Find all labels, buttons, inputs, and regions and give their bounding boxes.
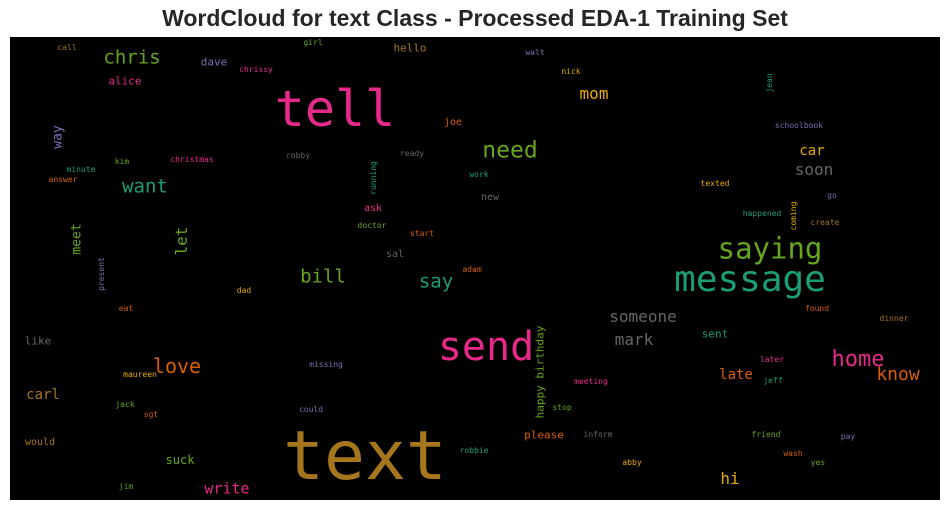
word-abby: abby bbox=[622, 458, 642, 467]
wordcloud-canvas: text tell send message saying need home love wan… bbox=[10, 37, 940, 500]
word-soon: soon bbox=[794, 160, 834, 179]
word-nick: nick bbox=[561, 67, 581, 76]
word-walt: walt bbox=[525, 48, 545, 57]
word-let: let bbox=[172, 226, 191, 256]
word-start: start bbox=[409, 229, 435, 238]
word-hello: hello bbox=[393, 41, 427, 55]
word-jean: jean bbox=[765, 73, 774, 93]
word-mark: mark bbox=[614, 330, 654, 349]
word-inform: inform bbox=[583, 430, 613, 439]
word-kim: kim bbox=[114, 157, 130, 166]
word-create: create bbox=[810, 218, 840, 227]
word-coming: coming bbox=[789, 201, 798, 231]
word-work: work bbox=[469, 170, 489, 179]
word-dad: dad bbox=[236, 286, 252, 295]
word-robbie: robbie bbox=[459, 446, 489, 455]
word-sal: sal bbox=[385, 249, 405, 260]
word-suck: suck bbox=[165, 453, 195, 467]
word-please: please bbox=[524, 428, 564, 442]
word-chrissy: chrissy bbox=[239, 65, 273, 74]
word-texted: texted bbox=[700, 179, 730, 188]
word-like: like bbox=[24, 334, 52, 348]
word-robby: robby bbox=[285, 151, 311, 160]
word-text: text bbox=[283, 417, 447, 496]
word-wash: wash bbox=[783, 449, 803, 458]
word-call: call bbox=[57, 43, 77, 52]
word-friend: friend bbox=[751, 430, 781, 439]
word-saying: saying bbox=[717, 231, 823, 266]
word-could: could bbox=[298, 405, 324, 414]
word-go: go bbox=[827, 191, 837, 200]
word-happened: happened bbox=[742, 209, 782, 218]
figure-title: WordCloud for text Class - Processed EDA… bbox=[162, 5, 788, 31]
word-tell: tell bbox=[274, 80, 396, 138]
word-later: later bbox=[759, 355, 785, 364]
word-christmas: christmas bbox=[170, 155, 214, 164]
word-missing: missing bbox=[309, 360, 343, 369]
word-schoolbook: schoolbook bbox=[774, 121, 824, 130]
word-mom: mom bbox=[579, 84, 609, 103]
word-jack: jack bbox=[115, 400, 135, 409]
word-answer: answer bbox=[48, 175, 78, 184]
word-dave: dave bbox=[200, 55, 228, 69]
word-found: found bbox=[804, 304, 830, 313]
word-sgt: sgt bbox=[143, 410, 159, 419]
word-hi: hi bbox=[720, 469, 740, 488]
word-jeff: jeff bbox=[763, 376, 783, 385]
word-someone: someone bbox=[609, 307, 677, 326]
word-write: write bbox=[204, 479, 250, 498]
word-maureen: maureen bbox=[123, 370, 157, 379]
word-girl: girl bbox=[303, 38, 323, 47]
word-joe: joe bbox=[443, 117, 463, 128]
word-meeting: meeting bbox=[574, 377, 608, 386]
word-want: want bbox=[122, 175, 168, 198]
word-bill: bill bbox=[300, 265, 346, 288]
word-doctor: doctor bbox=[357, 221, 387, 230]
word-meet: meet bbox=[69, 223, 85, 255]
word-present: present bbox=[97, 257, 106, 291]
word-stop: stop bbox=[552, 403, 572, 412]
word-chris: chris bbox=[103, 46, 161, 69]
word-message: message bbox=[674, 259, 826, 300]
word-say: say bbox=[418, 270, 454, 293]
word-alice: alice bbox=[108, 74, 142, 88]
word-minute: minute bbox=[66, 165, 96, 174]
word-pay: pay bbox=[840, 432, 856, 441]
word-late: late bbox=[719, 367, 753, 383]
word-send: send bbox=[437, 324, 535, 370]
word-home: home bbox=[831, 347, 885, 372]
word-running: running bbox=[369, 161, 378, 195]
word-eat: eat bbox=[118, 304, 134, 313]
word-sent: sent bbox=[701, 327, 729, 341]
word-yes: yes bbox=[810, 458, 826, 467]
word-new: new bbox=[480, 192, 500, 203]
word-carl: carl bbox=[26, 387, 60, 403]
word-need: need bbox=[482, 137, 538, 164]
word-know: know bbox=[876, 364, 920, 385]
word-car: car bbox=[799, 143, 825, 159]
word-adam: adam bbox=[462, 265, 482, 274]
word-dinner: dinner bbox=[879, 314, 909, 323]
word-ready: ready bbox=[399, 149, 425, 158]
word-happy-birthday: happy birthday bbox=[533, 325, 547, 419]
word-would: would bbox=[24, 437, 56, 448]
word-way: way bbox=[50, 125, 66, 149]
word-love: love bbox=[152, 354, 202, 378]
word-jim: jim bbox=[118, 482, 134, 491]
word-ask: ask bbox=[363, 203, 383, 214]
